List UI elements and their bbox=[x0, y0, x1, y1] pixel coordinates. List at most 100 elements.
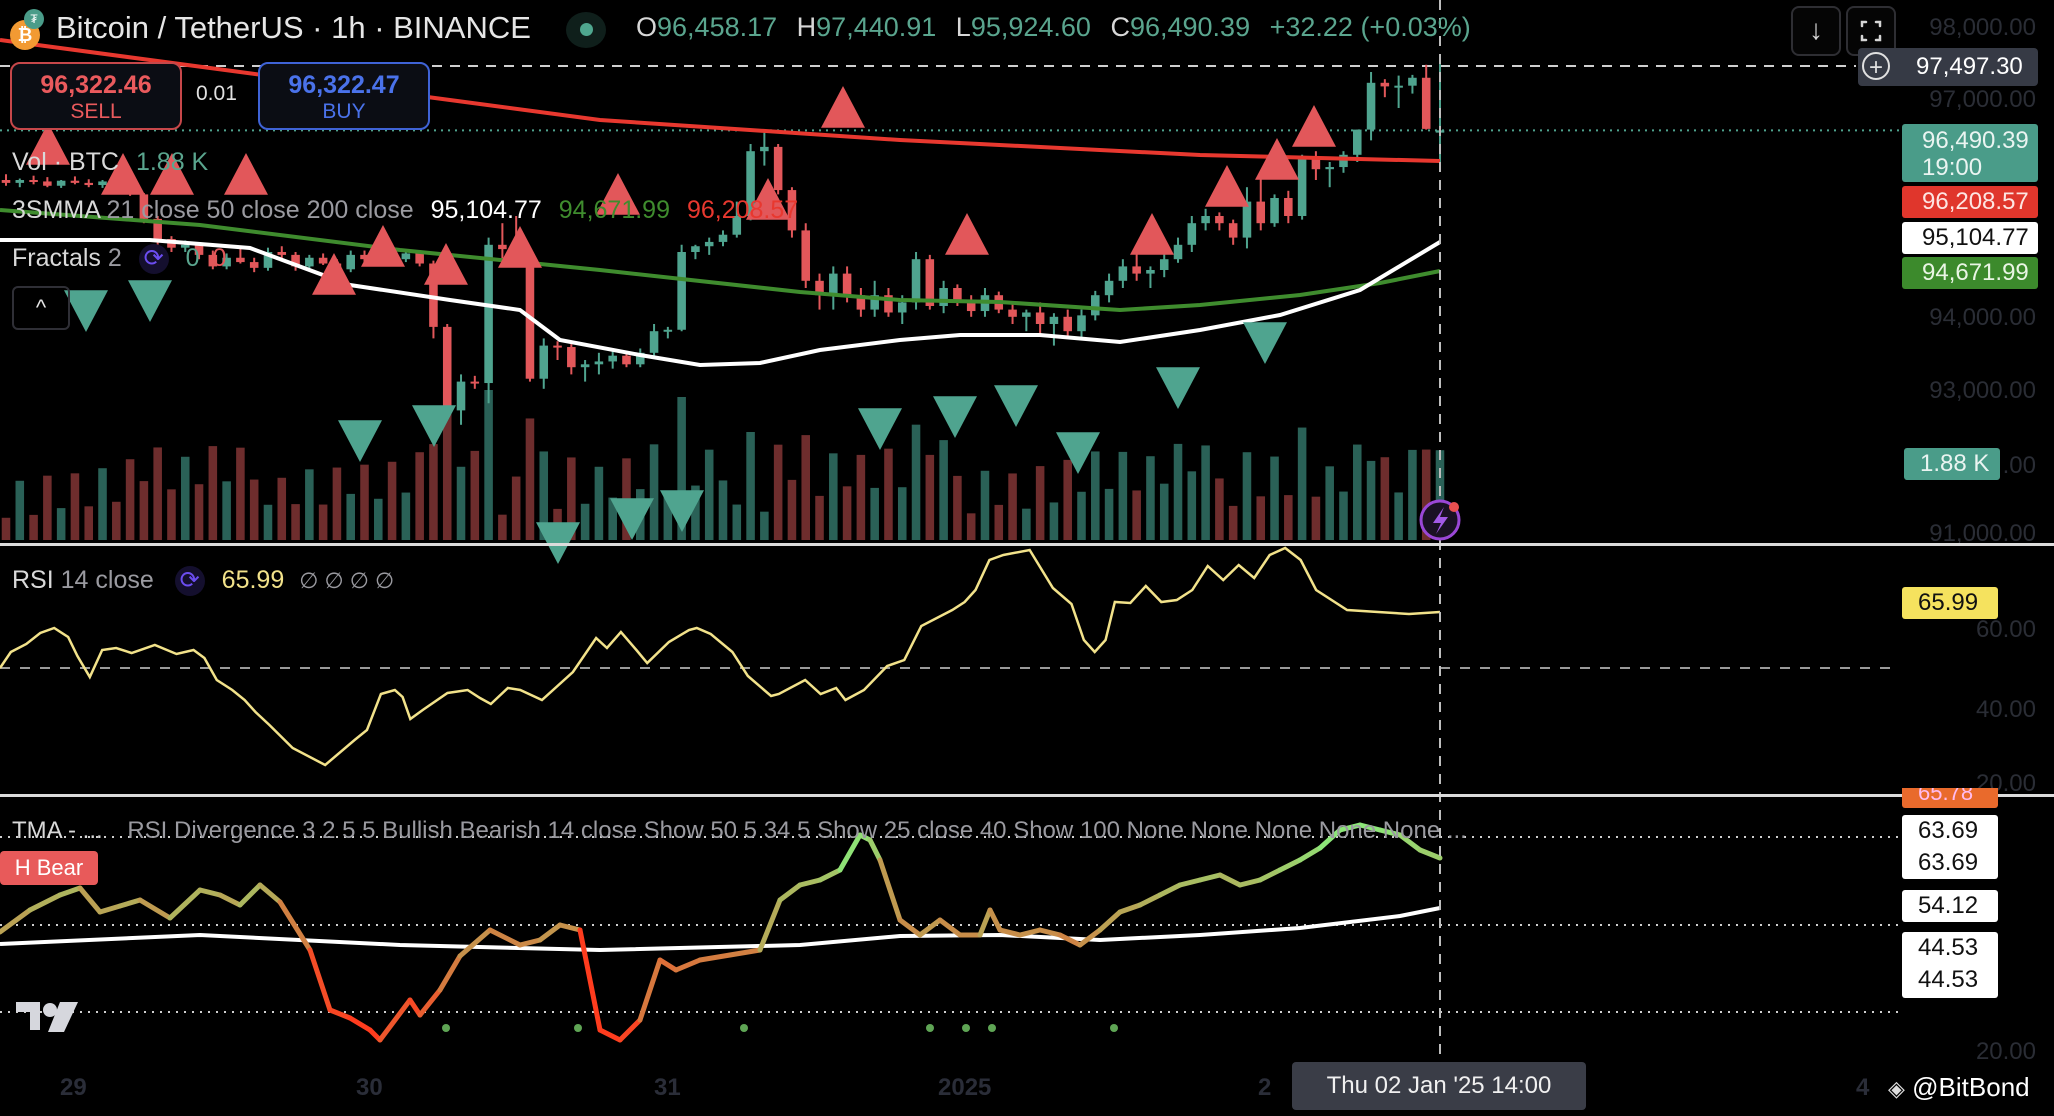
download-button[interactable]: ↓ bbox=[1791, 6, 1841, 56]
price-tick: 93,000.00 bbox=[1929, 377, 2036, 404]
fractal-up-marker bbox=[1130, 213, 1174, 255]
volume-bar bbox=[70, 473, 80, 540]
tradingview-logo-icon[interactable] bbox=[14, 1000, 80, 1036]
notification-dot bbox=[1449, 502, 1459, 512]
candle-body bbox=[1091, 295, 1100, 316]
fractal-up-marker bbox=[821, 86, 865, 128]
candle-body bbox=[1297, 158, 1307, 216]
buy-button[interactable]: 96,322.47 BUY bbox=[258, 62, 430, 130]
rsi-divergence-line bbox=[1197, 872, 1223, 883]
volume-bar bbox=[15, 480, 25, 540]
candle-body bbox=[1049, 316, 1059, 324]
open-value: 96,458.17 bbox=[657, 12, 778, 42]
candle-body bbox=[1118, 266, 1128, 281]
rsi-divergence-line bbox=[1397, 832, 1423, 853]
rsi-divergence-line bbox=[1097, 909, 1123, 933]
volume-bar bbox=[1256, 496, 1266, 540]
price-tick-partial: .00 bbox=[2002, 452, 2036, 479]
rsi-divergence-line bbox=[457, 927, 493, 959]
rsi-divergence-line bbox=[837, 832, 863, 873]
volume-bar bbox=[236, 447, 245, 540]
candle-body bbox=[360, 254, 369, 260]
candle-body bbox=[442, 326, 452, 411]
volume-bar bbox=[277, 477, 287, 540]
rsi-divergence-line bbox=[97, 903, 123, 915]
rsi-divergence-line bbox=[1417, 847, 1443, 861]
price-tick: 98,000.00 bbox=[1929, 14, 2036, 41]
volume-legend[interactable]: Vol · BTC 1.88 K bbox=[12, 148, 208, 177]
symbol-title[interactable]: Bitcoin / TetherUS · 1h · BINANCE bbox=[56, 10, 531, 45]
candle-body bbox=[470, 381, 480, 384]
sync-icon[interactable]: ⟳ bbox=[174, 566, 205, 597]
volume-bar bbox=[291, 504, 300, 540]
candle-body bbox=[346, 254, 355, 270]
rsi-divergence-line bbox=[1077, 927, 1103, 948]
volume-bar bbox=[249, 479, 259, 540]
crosshair-price-tag[interactable]: + 97,497.30 bbox=[1858, 48, 2038, 86]
sell-button[interactable]: 96,322.46 SELL bbox=[10, 62, 182, 130]
collapse-legend-button[interactable]: ^ bbox=[12, 286, 70, 330]
low-label: L bbox=[955, 12, 971, 42]
rsi-legend[interactable]: RSI 14 close ⟳ 65.99 ∅ ∅ ∅ ∅ bbox=[12, 566, 394, 597]
volume-bar bbox=[829, 453, 838, 540]
fractals-legend[interactable]: Fractals 2 ⟳ 0 0 bbox=[12, 244, 226, 275]
rsi-divergence-line bbox=[1377, 827, 1403, 838]
volume-bar bbox=[1049, 502, 1059, 540]
candle-body bbox=[1104, 280, 1114, 296]
fractal-down-marker bbox=[610, 498, 654, 540]
add-alert-icon[interactable]: + bbox=[1862, 52, 1890, 81]
candle-body bbox=[953, 288, 962, 303]
candle-body bbox=[815, 280, 824, 296]
candle-body bbox=[594, 361, 604, 365]
candle-body bbox=[153, 218, 162, 240]
candle-body bbox=[539, 345, 549, 379]
candle-body bbox=[580, 364, 590, 368]
high-label: H bbox=[796, 12, 817, 42]
rsi-divergence-line bbox=[57, 885, 83, 898]
volume-bar bbox=[897, 487, 907, 540]
volume-bar bbox=[842, 486, 852, 540]
signal-line bbox=[0, 906, 1441, 953]
volume-bar bbox=[525, 418, 535, 540]
candle-body bbox=[1339, 154, 1348, 168]
buy-price: 96,322.47 bbox=[288, 71, 400, 99]
candle-body bbox=[1035, 312, 1045, 324]
pane-separator[interactable] bbox=[0, 794, 2054, 797]
fractal-up-marker bbox=[596, 173, 640, 215]
volume-bar bbox=[332, 467, 342, 540]
rsi-divergence-line bbox=[327, 1007, 353, 1021]
volume-bar bbox=[856, 454, 866, 540]
volume-tag: 1.88 K bbox=[1904, 448, 2000, 480]
div-tick: 20.00 bbox=[1975, 1038, 2036, 1065]
volume-bar bbox=[1270, 456, 1279, 540]
volume-bar bbox=[360, 464, 369, 540]
volume-bar bbox=[1146, 456, 1155, 540]
divergence-legend[interactable]: TMA - ... RSI Divergence 3 2 5 5 Bullish… bbox=[12, 817, 1467, 845]
pane-separator[interactable] bbox=[0, 543, 2054, 546]
bull-signal-dot bbox=[1110, 1024, 1118, 1032]
bull-signal-dot bbox=[926, 1024, 934, 1032]
rsi-divergence-line bbox=[1177, 877, 1203, 888]
volume-bar bbox=[484, 390, 493, 540]
rsi-divergence-line bbox=[697, 952, 733, 963]
div-tag-group: 44.53 44.53 bbox=[1902, 932, 1998, 998]
candle-body bbox=[925, 259, 935, 306]
smma-legend[interactable]: 3SMMA 21 close 50 close 200 close 95,104… bbox=[12, 196, 798, 225]
candle-body bbox=[1159, 259, 1169, 270]
volume-bar bbox=[29, 514, 38, 540]
volume-bar bbox=[56, 508, 66, 540]
candle-body bbox=[1228, 223, 1238, 238]
tether-icon: ₮ bbox=[24, 9, 44, 29]
candle-body bbox=[622, 355, 631, 365]
candle-body bbox=[222, 257, 231, 267]
candle-body bbox=[1201, 216, 1210, 224]
candle-body bbox=[691, 246, 700, 252]
volume-bar bbox=[1352, 444, 1362, 540]
volume-bar bbox=[649, 444, 659, 540]
volume-bar bbox=[1325, 466, 1334, 540]
rsi-divergence-line bbox=[0, 907, 33, 935]
rsi-legend-params: 14 close bbox=[60, 566, 154, 594]
sync-icon[interactable]: ⟳ bbox=[138, 244, 169, 275]
rsi-divergence-line bbox=[987, 907, 1003, 933]
